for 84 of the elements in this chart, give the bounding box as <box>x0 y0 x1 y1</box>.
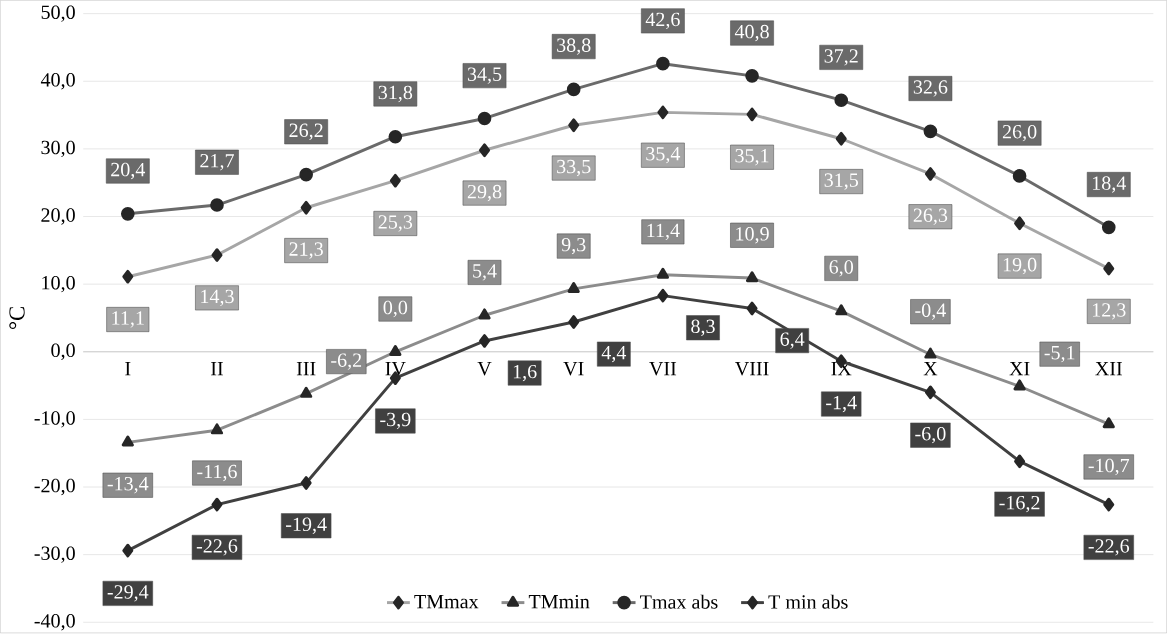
data-label: 31,8 <box>378 85 413 103</box>
data-label: -13,4 <box>107 477 149 494</box>
point <box>479 334 490 348</box>
data-label: -5,1 <box>1044 346 1075 363</box>
x-tick-label: X <box>923 362 938 376</box>
data-label: 0,0 <box>383 300 408 318</box>
x-tick-label: V <box>477 362 492 376</box>
y-tick-label: 30,0 <box>41 140 75 158</box>
data-label: -16,2 <box>999 495 1040 513</box>
data-label: 26,0 <box>1002 124 1037 142</box>
data-label: -22,6 <box>1088 539 1130 556</box>
y-tick-label: 20,0 <box>41 208 75 225</box>
x-tick-label: VI <box>563 362 584 376</box>
x-tick-label: I <box>125 362 131 376</box>
data-label: -1,4 <box>826 395 857 413</box>
data-label: 33,5 <box>557 159 591 177</box>
data-label: 34,5 <box>467 67 502 84</box>
data-label: 21,7 <box>200 154 234 171</box>
data-label: 40,8 <box>734 24 769 42</box>
x-tick-label: II <box>211 362 223 376</box>
data-label: 26,2 <box>289 123 323 140</box>
data-label: 38,8 <box>557 38 591 55</box>
data-label: 32,6 <box>913 80 948 97</box>
data-label: -10,7 <box>1088 458 1130 476</box>
x-tick-label: IV <box>385 362 406 376</box>
legend-label: TMmin <box>528 594 590 609</box>
x-tick-label: VIII <box>735 362 769 376</box>
legend-label: T min abs <box>768 594 848 609</box>
x-tick-label: XI <box>1009 362 1030 376</box>
data-label: 5,4 <box>473 264 497 281</box>
data-label: 35,4 <box>646 147 681 164</box>
data-label: 26,3 <box>913 208 948 225</box>
y-tick-label: 10,0 <box>42 275 75 293</box>
point <box>746 301 758 316</box>
point <box>211 497 223 512</box>
y-tick-label: 50,0 <box>41 5 75 22</box>
y-tick-label: -10,0 <box>34 411 75 428</box>
y-tick-label: 40,0 <box>40 73 75 90</box>
y-tick-label: -20,0 <box>34 478 75 496</box>
y-tick-label: -40,0 <box>34 614 75 631</box>
data-label: -19,4 <box>286 517 327 534</box>
point <box>1103 497 1115 512</box>
data-label: 42,6 <box>645 12 680 30</box>
x-tick-label: III <box>296 362 316 376</box>
data-label: 4,4 <box>601 346 627 363</box>
data-label: 10,9 <box>736 227 769 244</box>
data-label: 21,3 <box>289 242 323 259</box>
point <box>300 476 312 490</box>
data-label: -22,6 <box>196 539 238 556</box>
y-axis-title: °C <box>9 307 25 330</box>
legend-label: TMmax <box>414 595 479 609</box>
data-label: 6,4 <box>780 332 805 349</box>
data-label: 6,0 <box>829 260 854 277</box>
data-label: -0,4 <box>915 303 946 320</box>
data-label: 29,8 <box>467 184 502 202</box>
point <box>1014 454 1026 469</box>
data-label: 35,1 <box>735 149 769 166</box>
data-label: 12,3 <box>1092 303 1126 320</box>
data-label: 31,5 <box>824 173 859 190</box>
data-label: 8,3 <box>691 319 715 336</box>
data-label: -6,0 <box>915 426 946 444</box>
data-label: 37,2 <box>824 49 858 66</box>
data-label: 18,4 <box>1092 176 1127 193</box>
point <box>568 315 580 329</box>
x-tick-label: XII <box>1095 362 1122 376</box>
data-label: -29,4 <box>107 585 149 602</box>
point <box>657 288 669 303</box>
data-label: 14,3 <box>201 289 234 307</box>
y-tick-label: -30,0 <box>34 546 75 563</box>
data-label: -11,6 <box>197 464 237 482</box>
data-label: 1,6 <box>513 364 537 382</box>
data-label: 9,3 <box>561 237 586 255</box>
point <box>122 543 134 558</box>
data-label: 19,0 <box>1003 257 1037 275</box>
data-label: -6,2 <box>331 353 362 370</box>
data-label: -3,9 <box>380 412 411 430</box>
data-label: 25,3 <box>378 215 413 232</box>
point <box>924 385 936 400</box>
data-label: 20,4 <box>111 162 146 180</box>
data-label: 11,4 <box>647 223 680 241</box>
y-tick-label: 0,0 <box>51 343 75 360</box>
data-label: 11,1 <box>112 311 144 328</box>
x-tick-label: VII <box>649 362 677 376</box>
legend-label: Tmax abs <box>640 594 718 609</box>
